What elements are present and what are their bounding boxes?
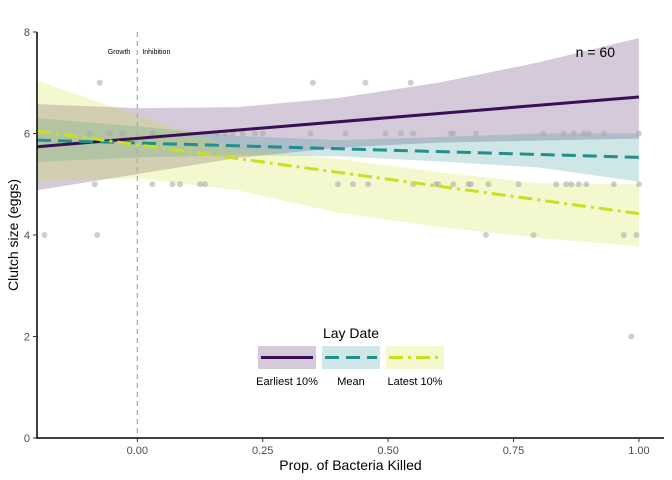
fit-lines (36, 95, 640, 216)
data-point-31 (410, 130, 417, 137)
data-point-12 (197, 181, 203, 188)
x-tick-label-4: 1.00 (628, 445, 649, 457)
data-point-1 (41, 232, 48, 238)
legend: Lay Date Earliest 10% Mean Latest 10% (256, 325, 444, 388)
data-points (41, 79, 642, 340)
data-point-41 (485, 181, 492, 188)
data-point-36 (450, 181, 457, 188)
data-point-8 (149, 130, 156, 137)
data-point-18 (252, 130, 259, 137)
data-point-27 (382, 130, 389, 137)
data-point-7 (119, 130, 126, 137)
data-point-42 (515, 181, 522, 188)
data-point-22 (335, 181, 341, 188)
data-point-57 (628, 333, 635, 340)
x-tick-label-1: 0.25 (252, 445, 273, 457)
x-tick-label-2: 0.50 (377, 445, 398, 457)
data-point-46 (560, 130, 567, 137)
data-point-25 (362, 79, 369, 86)
y-tick-label-6: 6 (24, 129, 30, 141)
legend-label-mean: Mean (337, 376, 365, 388)
legend-keys: Earliest 10% Mean Latest 10% (256, 346, 444, 388)
fit-line-mean (36, 138, 639, 159)
data-point-35 (450, 130, 457, 137)
data-point-55 (610, 181, 617, 188)
data-point-11 (177, 181, 183, 188)
ribbon-latest-10 (37, 80, 639, 247)
data-point-52 (583, 181, 590, 188)
y-tick-label-0: 0 (24, 433, 30, 445)
y-axis-title: Clutch size (eggs) (5, 179, 21, 291)
fit-line-earliest-10 (36, 95, 640, 149)
x-axis-title: Prop. of Bacteria Killed (279, 457, 421, 473)
data-point-48 (568, 181, 575, 188)
inhibition-label: Inhibition (142, 49, 170, 56)
data-point-28 (397, 130, 404, 137)
y-tick-label-8: 8 (24, 27, 30, 39)
data-point-24 (350, 181, 356, 188)
legend-label-latest-10: Latest 10% (387, 376, 442, 388)
data-point-4 (94, 232, 101, 238)
data-point-9 (149, 181, 156, 188)
x-tick-label-3: 0.75 (503, 445, 524, 457)
data-point-47 (563, 181, 570, 188)
sample-size-annotation: n = 60 (576, 44, 616, 60)
data-point-50 (575, 181, 582, 188)
data-point-29 (407, 79, 414, 86)
data-point-51 (580, 130, 587, 137)
y-tick-label-2: 2 (24, 332, 30, 344)
x-tick-label-0: 0.00 (127, 445, 148, 457)
fit-line-latest-10 (36, 129, 640, 216)
data-point-26 (365, 181, 372, 188)
data-point-54 (600, 130, 607, 137)
data-point-59 (635, 130, 642, 137)
data-point-17 (239, 130, 246, 137)
data-point-45 (553, 181, 560, 188)
legend-key-bg-latest-10 (386, 346, 444, 369)
data-point-20 (307, 130, 314, 137)
data-point-44 (540, 130, 547, 137)
data-point-3 (91, 181, 98, 188)
data-point-19 (259, 130, 266, 137)
data-point-38 (467, 181, 474, 188)
y-tick-label-4: 4 (24, 230, 30, 242)
data-point-13 (202, 181, 208, 188)
data-point-5 (96, 79, 103, 86)
legend-label-earliest-10: Earliest 10% (256, 376, 318, 388)
legend-title: Lay Date (323, 325, 379, 341)
data-point-60 (635, 181, 642, 188)
data-point-21 (309, 79, 316, 86)
data-point-49 (570, 130, 577, 137)
data-point-43 (530, 232, 537, 238)
growth-label: Growth (108, 49, 131, 56)
data-point-23 (342, 130, 349, 137)
data-point-6 (106, 130, 113, 137)
axes: 0 2 4 6 8 0.00 0.25 0.50 0.75 1.00 (24, 27, 664, 457)
ribbon-earliest-10 (37, 38, 639, 191)
data-point-2 (86, 130, 93, 137)
data-point-53 (585, 130, 592, 137)
data-point-10 (169, 181, 176, 188)
data-point-39 (472, 130, 479, 137)
data-point-58 (633, 232, 640, 238)
data-point-56 (620, 232, 627, 238)
data-point-40 (482, 232, 489, 238)
